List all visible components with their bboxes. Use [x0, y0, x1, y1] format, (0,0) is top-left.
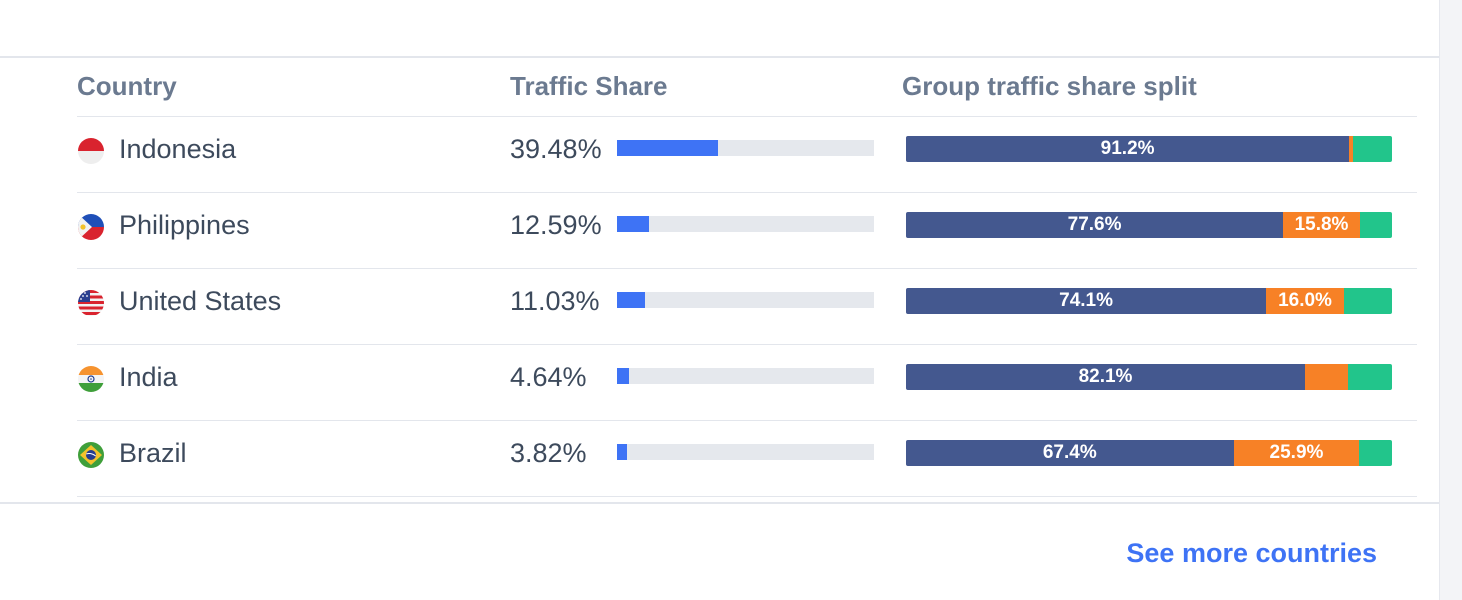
traffic-share-fill	[617, 444, 627, 460]
traffic-share-bar	[617, 140, 874, 156]
indonesia-flag-icon	[78, 138, 104, 164]
india-flag-icon	[78, 366, 104, 392]
traffic-share-fill	[617, 140, 719, 156]
traffic-share-value: 11.03%	[510, 286, 600, 316]
country-name-link[interactable]: United States	[119, 286, 282, 316]
header-country[interactable]: Country	[77, 71, 177, 101]
footer-divider	[0, 502, 1440, 504]
traffic-share-bar	[617, 216, 874, 232]
table-row[interactable]: India 4.64% 82.1%	[77, 345, 1417, 421]
philippines-flag-icon	[78, 214, 104, 240]
country-name-link[interactable]: Philippines	[119, 210, 250, 240]
desktop-segment[interactable]: 67.4%	[906, 440, 1234, 466]
other-segment[interactable]	[1343, 288, 1392, 314]
see-more-countries-link[interactable]: See more countries	[1126, 538, 1377, 568]
traffic-share-fill	[617, 368, 629, 384]
table-row[interactable]: United States 11.03% 74.1% 16.0%	[77, 269, 1417, 345]
traffic-share-bar	[617, 444, 874, 460]
other-segment[interactable]	[1348, 364, 1392, 390]
mobile-segment[interactable]	[1349, 136, 1354, 162]
country-name-link[interactable]: India	[119, 362, 178, 392]
traffic-share-fill	[617, 292, 646, 308]
desktop-segment[interactable]: 82.1%	[906, 364, 1305, 390]
group-split-bar[interactable]: 91.2%	[906, 136, 1392, 162]
scrollbar[interactable]	[1439, 0, 1462, 600]
table-row[interactable]: Philippines 12.59% 77.6% 15.8%	[77, 193, 1417, 269]
mobile-segment[interactable]: 25.9%	[1233, 440, 1360, 466]
mobile-segment[interactable]	[1305, 364, 1349, 390]
country-name-link[interactable]: Brazil	[119, 438, 187, 468]
other-segment[interactable]	[1359, 212, 1392, 238]
mobile-segment[interactable]: 15.8%	[1283, 212, 1360, 238]
desktop-segment[interactable]: 91.2%	[906, 136, 1350, 162]
traffic-share-fill	[617, 216, 650, 232]
group-split-bar[interactable]: 67.4% 25.9%	[906, 440, 1392, 466]
header-group-traffic-split[interactable]: Group traffic share split	[902, 71, 1197, 101]
other-segment[interactable]	[1353, 136, 1392, 162]
brazil-flag-icon	[78, 442, 104, 468]
table-body: Indonesia 39.48% 91.2% Philippines 12.59% 77.…	[77, 117, 1417, 497]
mobile-segment[interactable]: 16.0%	[1266, 288, 1344, 314]
traffic-share-value: 3.82%	[510, 438, 587, 468]
traffic-share-value: 4.64%	[510, 362, 587, 392]
desktop-segment[interactable]: 74.1%	[906, 288, 1267, 314]
united-states-flag-icon	[78, 290, 104, 316]
group-split-bar[interactable]: 74.1% 16.0%	[906, 288, 1392, 314]
header-traffic-share[interactable]: Traffic Share	[510, 71, 668, 101]
table-row[interactable]: Indonesia 39.48% 91.2%	[77, 117, 1417, 193]
other-segment[interactable]	[1359, 440, 1392, 466]
group-split-bar[interactable]: 82.1%	[906, 364, 1392, 390]
traffic-share-bar	[617, 292, 874, 308]
traffic-share-value: 12.59%	[510, 210, 602, 240]
countries-table: Country Traffic Share Group traffic shar…	[77, 58, 1417, 497]
country-name-link[interactable]: Indonesia	[119, 134, 237, 164]
desktop-segment[interactable]: 77.6%	[906, 212, 1284, 238]
top-divider	[0, 56, 1440, 58]
table-header: Country Traffic Share Group traffic shar…	[77, 58, 1417, 117]
traffic-share-value: 39.48%	[510, 134, 602, 164]
table-row[interactable]: Brazil 3.82% 67.4% 25.9%	[77, 421, 1417, 497]
group-split-bar[interactable]: 77.6% 15.8%	[906, 212, 1392, 238]
traffic-share-bar	[617, 368, 874, 384]
